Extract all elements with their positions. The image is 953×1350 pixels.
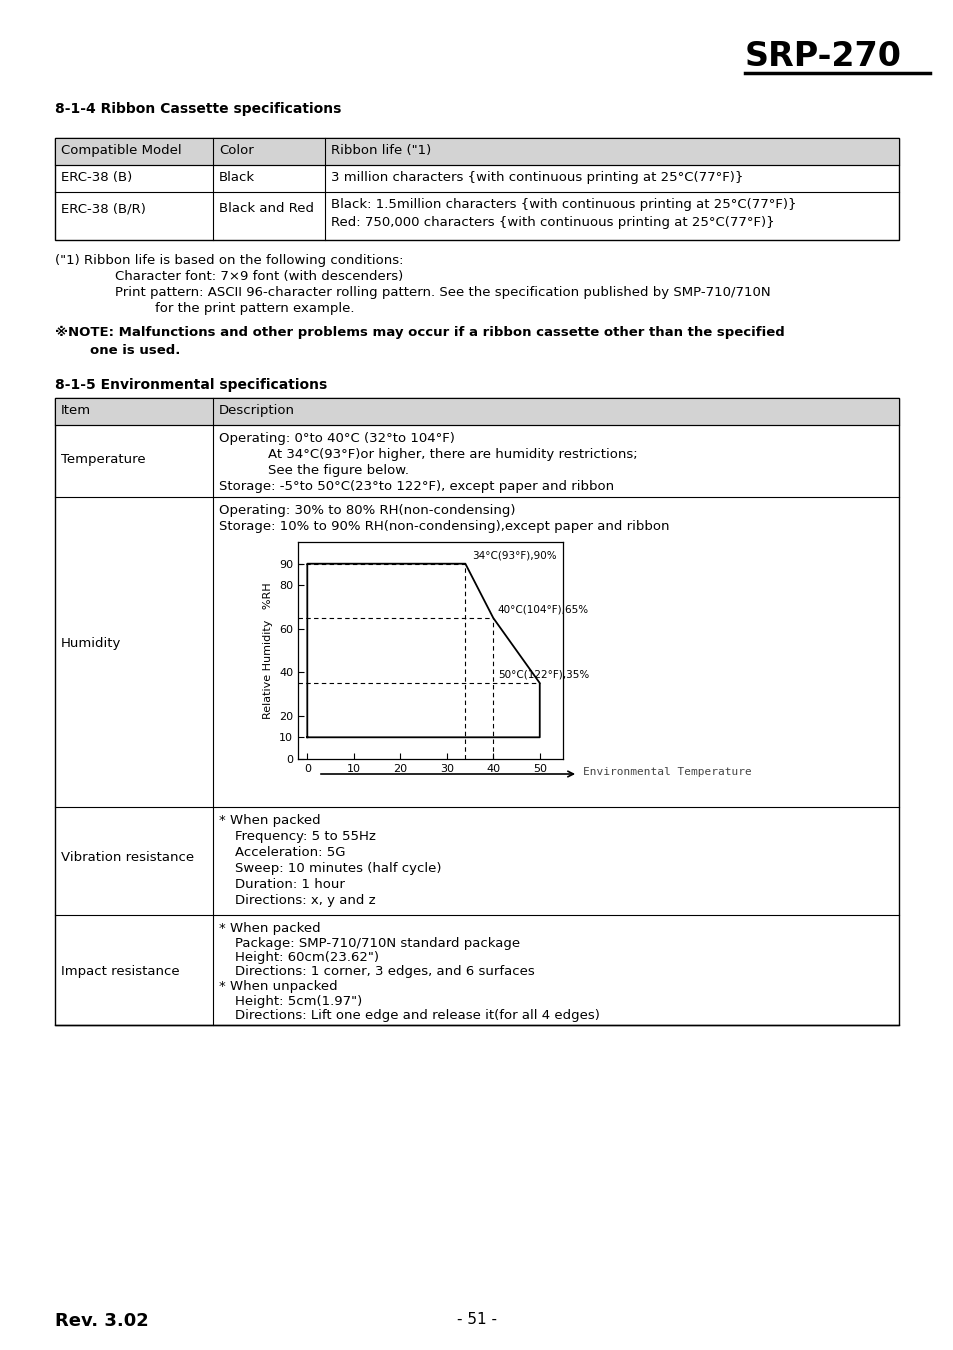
Text: Rev. 3.02: Rev. 3.02 (55, 1312, 149, 1330)
Text: 40°C(104°F),65%: 40°C(104°F),65% (497, 605, 588, 614)
Text: Temperature: Temperature (61, 454, 146, 466)
Text: Acceleration: 5G: Acceleration: 5G (234, 846, 345, 859)
Text: See the figure below.: See the figure below. (268, 464, 409, 477)
Text: Humidity: Humidity (61, 637, 121, 649)
Text: Height: 60cm(23.62"): Height: 60cm(23.62") (234, 950, 378, 964)
Text: Black: 1.5million characters {with continuous printing at 25°C(77°F)}: Black: 1.5million characters {with conti… (331, 198, 796, 211)
Text: 50°C(122°F),35%: 50°C(122°F),35% (497, 670, 589, 680)
Text: ("1) Ribbon life is based on the following conditions:: ("1) Ribbon life is based on the followi… (55, 254, 403, 267)
Text: SRP-270: SRP-270 (744, 40, 901, 73)
Text: Operating: 0°to 40°C (32°to 104°F): Operating: 0°to 40°C (32°to 104°F) (219, 432, 455, 446)
Bar (55, 138, 898, 240)
Text: Directions: 1 corner, 3 edges, and 6 surfaces: Directions: 1 corner, 3 edges, and 6 sur… (234, 965, 535, 979)
Text: 8-1-5 Environmental specifications: 8-1-5 Environmental specifications (55, 378, 327, 392)
Text: ※NOTE: Malfunctions and other problems may occur if a ribbon cassette other than: ※NOTE: Malfunctions and other problems m… (55, 325, 784, 339)
Text: Black and Red: Black and Red (219, 202, 314, 215)
Text: Operating: 30% to 80% RH(non-condensing): Operating: 30% to 80% RH(non-condensing) (219, 504, 515, 517)
Text: Sweep: 10 minutes (half cycle): Sweep: 10 minutes (half cycle) (234, 863, 441, 875)
Text: one is used.: one is used. (90, 344, 180, 356)
Text: for the print pattern example.: for the print pattern example. (154, 302, 355, 315)
Text: * When packed: * When packed (219, 922, 320, 936)
Text: - 51 -: - 51 - (456, 1312, 497, 1327)
Text: Item: Item (61, 404, 91, 417)
Text: Character font: 7×9 font (with descenders): Character font: 7×9 font (with descender… (115, 270, 403, 284)
Text: Directions: x, y and z: Directions: x, y and z (234, 894, 375, 907)
Text: Compatible Model: Compatible Model (61, 144, 181, 157)
Text: * When unpacked: * When unpacked (219, 980, 337, 994)
Text: 34°C(93°F),90%: 34°C(93°F),90% (472, 551, 557, 560)
Bar (55, 398, 898, 1025)
Text: At 34°C(93°F)or higher, there are humidity restrictions;: At 34°C(93°F)or higher, there are humidi… (268, 448, 637, 460)
Text: 8-1-4 Ribbon Cassette specifications: 8-1-4 Ribbon Cassette specifications (55, 103, 341, 116)
Text: Frequency: 5 to 55Hz: Frequency: 5 to 55Hz (234, 830, 375, 842)
Text: Print pattern: ASCII 96-character rolling pattern. See the specification publish: Print pattern: ASCII 96-character rollin… (115, 286, 770, 298)
Text: Duration: 1 hour: Duration: 1 hour (234, 878, 345, 891)
Text: Impact resistance: Impact resistance (61, 965, 179, 977)
Text: Environmental Temperature: Environmental Temperature (582, 767, 751, 778)
Text: ERC-38 (B/R): ERC-38 (B/R) (61, 202, 146, 215)
Text: Height: 5cm(1.97"): Height: 5cm(1.97") (234, 995, 362, 1007)
Text: Black: Black (219, 171, 254, 184)
Text: Directions: Lift one edge and release it(for all 4 edges): Directions: Lift one edge and release it… (234, 1008, 599, 1022)
Text: * When packed: * When packed (219, 814, 320, 828)
Text: Package: SMP-710/710N standard package: Package: SMP-710/710N standard package (234, 937, 519, 949)
Text: Description: Description (219, 404, 294, 417)
Text: Vibration resistance: Vibration resistance (61, 850, 193, 864)
Text: Red: 750,000 characters {with continuous printing at 25°C(77°F)}: Red: 750,000 characters {with continuous… (331, 216, 774, 230)
Text: Storage: 10% to 90% RH(non-condensing),except paper and ribbon: Storage: 10% to 90% RH(non-condensing),e… (219, 520, 669, 533)
Text: 3 million characters {with continuous printing at 25°C(77°F)}: 3 million characters {with continuous pr… (331, 171, 742, 184)
Y-axis label: Relative Humidity   %RH: Relative Humidity %RH (263, 582, 274, 718)
Text: Storage: -5°to 50°C(23°to 122°F), except paper and ribbon: Storage: -5°to 50°C(23°to 122°F), except… (219, 481, 614, 493)
Text: Color: Color (219, 144, 253, 157)
Bar (55, 398, 898, 425)
Bar (55, 138, 898, 165)
Text: ERC-38 (B): ERC-38 (B) (61, 171, 132, 184)
Text: Ribbon life ("1): Ribbon life ("1) (331, 144, 431, 157)
